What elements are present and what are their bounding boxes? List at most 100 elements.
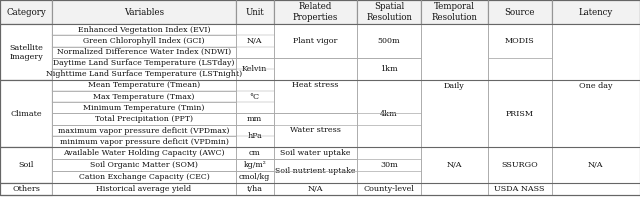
Bar — [0, 24, 52, 80]
Bar — [488, 183, 552, 195]
Bar — [488, 24, 552, 58]
Bar — [357, 80, 421, 147]
Text: Nighttime Land Surface Temperature (LSTnight): Nighttime Land Surface Temperature (LSTn… — [46, 70, 242, 78]
Text: Available Water Holding Capacity (AWC): Available Water Holding Capacity (AWC) — [63, 150, 225, 157]
Bar — [52, 136, 236, 147]
Text: cmol/kg: cmol/kg — [239, 173, 270, 181]
Bar — [421, 183, 488, 195]
Bar — [274, 0, 357, 24]
Text: Temporal
Resolution: Temporal Resolution — [431, 2, 477, 22]
Text: cm: cm — [249, 150, 260, 157]
Bar — [52, 24, 236, 35]
Text: Daily: Daily — [444, 82, 465, 90]
Bar — [236, 113, 274, 125]
Bar — [52, 91, 236, 102]
Text: Water stress: Water stress — [290, 126, 341, 134]
Text: Source: Source — [504, 8, 535, 17]
Text: Others: Others — [12, 185, 40, 193]
Text: N/A: N/A — [447, 162, 462, 169]
Bar — [0, 80, 52, 147]
Text: Heat stress: Heat stress — [292, 82, 339, 89]
Bar — [274, 24, 357, 58]
Text: N/A: N/A — [588, 162, 604, 169]
Text: N/A: N/A — [308, 185, 323, 193]
Bar — [236, 183, 274, 195]
Bar — [488, 0, 552, 24]
Bar — [421, 24, 488, 147]
Text: Green Chlorophyll Index (GCI): Green Chlorophyll Index (GCI) — [83, 37, 205, 45]
Bar — [52, 113, 236, 125]
Bar — [488, 58, 552, 80]
Bar — [52, 69, 236, 80]
Bar — [488, 147, 552, 183]
Bar — [488, 80, 552, 147]
Bar — [357, 147, 421, 183]
Text: Category: Category — [6, 8, 46, 17]
Text: Historical average yield: Historical average yield — [97, 185, 191, 193]
Bar — [0, 0, 52, 24]
Bar — [421, 0, 488, 24]
Text: N/A: N/A — [247, 37, 262, 45]
Text: Plant vigor: Plant vigor — [293, 37, 338, 45]
Text: Soil water uptake: Soil water uptake — [280, 150, 351, 157]
Bar — [52, 183, 236, 195]
Text: PRISM: PRISM — [506, 110, 534, 118]
Text: USDA NASS: USDA NASS — [495, 185, 545, 193]
Text: mm: mm — [247, 115, 262, 123]
Bar — [552, 147, 640, 183]
Bar — [274, 147, 357, 159]
Text: County-level: County-level — [364, 185, 415, 193]
Text: Mean Temperature (Tmean): Mean Temperature (Tmean) — [88, 82, 200, 89]
Bar — [52, 159, 236, 171]
Bar — [0, 183, 52, 195]
Bar — [357, 183, 421, 195]
Bar — [552, 0, 640, 24]
Bar — [421, 147, 488, 183]
Text: Max Temperature (Tmax): Max Temperature (Tmax) — [93, 93, 195, 101]
Text: Total Precipitation (PPT): Total Precipitation (PPT) — [95, 115, 193, 123]
Text: 1km: 1km — [380, 65, 398, 73]
Text: hPa: hPa — [247, 132, 262, 140]
Bar — [274, 58, 357, 113]
Text: Spatial
Resolution: Spatial Resolution — [366, 2, 412, 22]
Bar — [52, 47, 236, 58]
Bar — [52, 58, 236, 69]
Bar — [236, 24, 274, 58]
Bar — [236, 80, 274, 113]
Bar — [236, 58, 274, 80]
Bar — [236, 0, 274, 24]
Text: MODIS: MODIS — [505, 37, 534, 45]
Text: kg/m²: kg/m² — [243, 162, 266, 169]
Text: minimum vapor pressure deficit (VPDmin): minimum vapor pressure deficit (VPDmin) — [60, 138, 228, 146]
Bar — [52, 125, 236, 136]
Text: Related
Properties: Related Properties — [293, 2, 338, 22]
Text: t/ha: t/ha — [247, 185, 263, 193]
Bar — [236, 125, 274, 147]
Text: 4km: 4km — [380, 110, 398, 118]
Bar — [236, 159, 274, 171]
Bar — [52, 171, 236, 183]
Text: Normalized Difference Water Index (NDWI): Normalized Difference Water Index (NDWI) — [57, 48, 231, 56]
Text: Unit: Unit — [245, 8, 264, 17]
Text: Minimum Temperature (Tmin): Minimum Temperature (Tmin) — [83, 104, 205, 112]
Text: Satellite
Imagery: Satellite Imagery — [10, 43, 43, 61]
Text: Soil Organic Matter (SOM): Soil Organic Matter (SOM) — [90, 162, 198, 169]
Bar — [52, 80, 236, 91]
Text: Soil nutrient uptake: Soil nutrient uptake — [275, 167, 356, 175]
Text: Soil: Soil — [19, 162, 34, 169]
Bar — [52, 102, 236, 113]
Bar — [552, 24, 640, 147]
Text: Cation Exchange Capacity (CEC): Cation Exchange Capacity (CEC) — [79, 173, 209, 181]
Bar — [357, 58, 421, 80]
Text: Daytime Land Surface Temperature (LSTday): Daytime Land Surface Temperature (LSTday… — [53, 59, 235, 67]
Text: maximum vapor pressure deficit (VPDmax): maximum vapor pressure deficit (VPDmax) — [58, 127, 230, 135]
Bar — [274, 183, 357, 195]
Bar — [274, 113, 357, 147]
Text: Enhanced Vegetation Index (EVI): Enhanced Vegetation Index (EVI) — [77, 26, 211, 34]
Bar — [0, 147, 52, 183]
Text: Kelvin: Kelvin — [242, 65, 268, 73]
Bar — [552, 183, 640, 195]
Bar — [357, 0, 421, 24]
Text: Latency: Latency — [579, 8, 613, 17]
Bar — [357, 24, 421, 58]
